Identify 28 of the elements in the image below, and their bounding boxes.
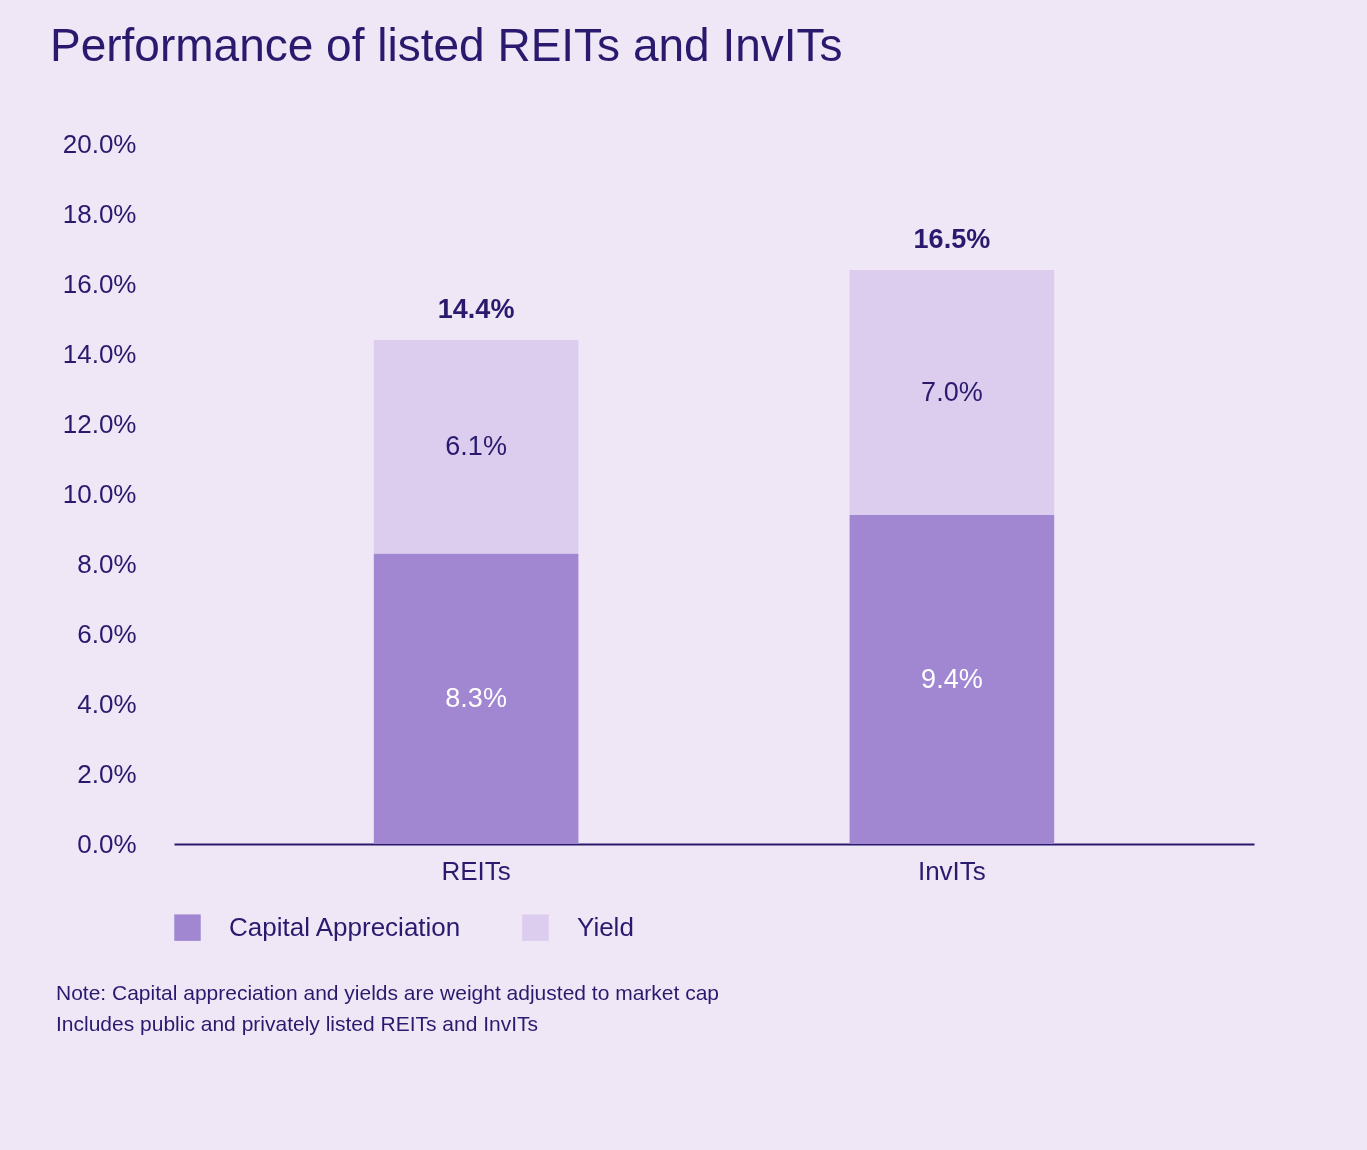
- bar: [849, 270, 1055, 515]
- y-tick-label: 16.0%: [62, 268, 137, 299]
- data-label: 7.0%: [921, 376, 983, 407]
- y-tick-label: 0.0%: [77, 828, 137, 859]
- legend-label: Capital Appreciation: [229, 911, 461, 942]
- text: Note: Capital appreciation and yields are weight adjusted to market cap: [56, 980, 721, 1006]
- chart-title: Performance of listed REITs and InvITs: [50, 19, 843, 71]
- total-label: 14.4%: [437, 294, 515, 324]
- legend-label: Yield: [577, 911, 634, 942]
- data-label: 6.1%: [445, 430, 507, 461]
- y-tick-label: 4.0%: [77, 688, 137, 719]
- y-tick-label: 12.0%: [62, 408, 137, 439]
- bar: [849, 515, 1055, 844]
- y-tick-label: 18.0%: [62, 198, 137, 229]
- y-tick-label: 20.0%: [62, 128, 137, 159]
- x-tick-label: InvITs: [917, 855, 986, 886]
- y-tick-label: 6.0%: [77, 618, 137, 649]
- y-tick-label: 10.0%: [62, 478, 137, 509]
- x-tick-label: REITs: [441, 855, 511, 886]
- y-tick-label: 8.0%: [77, 548, 137, 579]
- bar: [373, 340, 579, 554]
- total-label: 16.5%: [913, 224, 991, 254]
- data-label: 8.3%: [445, 682, 507, 713]
- text: Includes public and privately listed REITs and InvITs: [56, 1011, 540, 1037]
- bar: [373, 553, 579, 844]
- y-tick-label: 2.0%: [77, 758, 137, 789]
- y-tick-label: 14.0%: [62, 338, 137, 369]
- data-label: 9.4%: [921, 663, 983, 694]
